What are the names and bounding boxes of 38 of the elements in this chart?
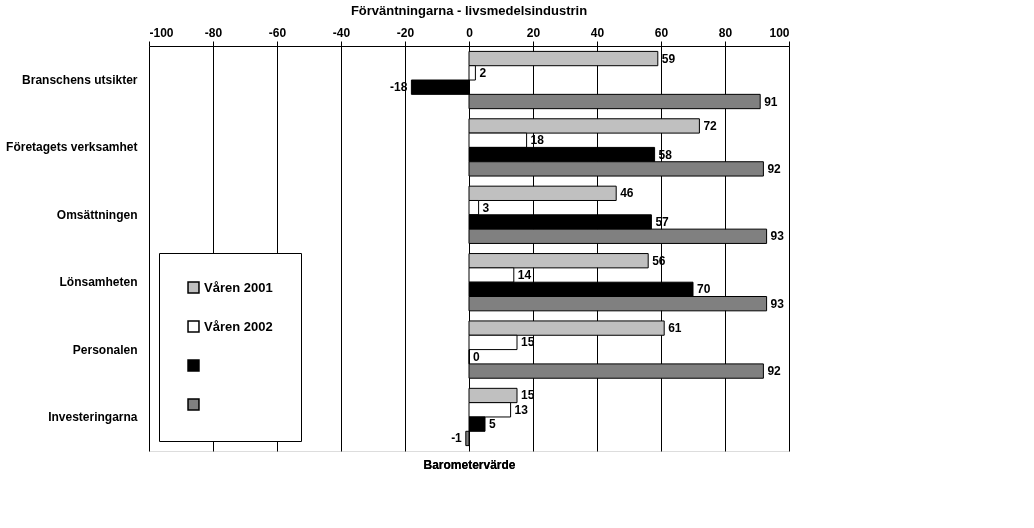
x-tick-label: 80 [718,25,733,40]
data-label: -1 [451,431,463,446]
y-tick-label: Företagets verksamhet [6,140,138,155]
x-tick-label: 40 [590,25,605,40]
legend-label: Våren 2001 [204,279,273,295]
data-label: 13 [514,402,529,417]
data-label: 70 [697,282,711,297]
chart-title: Förväntningarna - livsmedelsindustrin [350,3,588,18]
y-tick-label: Lönsamheten [59,275,138,290]
y-tick-label: Branschens utsikter [22,73,138,88]
data-label: 3 [482,200,490,215]
data-label: 92 [767,161,782,176]
data-label: 2 [479,65,487,80]
x-tick-label: -60 [268,25,287,40]
x-axis-title: Barometervärde [423,457,516,472]
x-tick-label: -100 [149,25,174,40]
x-tick-label: 100 [769,25,790,40]
x-tick-label: -20 [396,25,415,40]
legend-label: Våren 2002 [204,318,273,334]
data-label: 14 [517,268,532,283]
data-label: 61 [668,321,682,336]
x-tick-label: -80 [204,25,223,40]
x-tick-label: -40 [332,25,351,40]
data-label: 59 [661,51,676,66]
data-label: 93 [770,296,785,311]
x-tick-label: 60 [654,25,669,40]
data-label: 0 [473,349,480,364]
y-tick-label: Omsättningen [56,207,138,222]
y-tick-label: Investeringarna [48,409,138,424]
x-tick-label: 20 [526,25,541,40]
data-label: 93 [770,229,785,244]
x-tick-label: 0 [466,25,474,40]
data-label: 46 [620,186,634,201]
data-label: 72 [703,118,718,133]
data-label: 91 [764,94,778,109]
y-tick-label: Personalen [72,342,138,357]
data-label: 92 [767,364,782,379]
data-label: 5 [489,417,496,432]
